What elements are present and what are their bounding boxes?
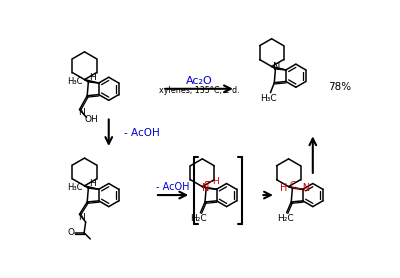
Text: - AcOH: - AcOH [124,128,160,138]
Text: N: N [273,62,281,72]
Text: xylenes, 135°C, 2 d.: xylenes, 135°C, 2 d. [159,86,240,95]
Text: H₃C: H₃C [67,183,82,192]
Text: 78%: 78% [328,82,351,92]
Text: H: H [89,73,96,82]
Text: H₂C: H₂C [277,214,293,224]
Text: C: C [203,181,209,190]
Text: N: N [78,213,85,222]
Text: N: N [202,183,210,193]
Text: OH: OH [85,115,99,124]
Text: H: H [280,183,287,193]
Text: O: O [68,228,74,237]
Text: - AcOH: - AcOH [156,182,190,192]
Text: H₂C: H₂C [190,214,207,224]
Text: —H: —H [204,177,220,187]
Text: H₃C: H₃C [261,94,277,103]
Text: —N: —N [293,183,310,193]
Text: C: C [289,181,296,190]
Text: N: N [78,108,85,117]
Text: H₃C: H₃C [67,77,82,86]
Text: Ac₂O: Ac₂O [186,76,213,86]
Text: H: H [89,179,96,188]
